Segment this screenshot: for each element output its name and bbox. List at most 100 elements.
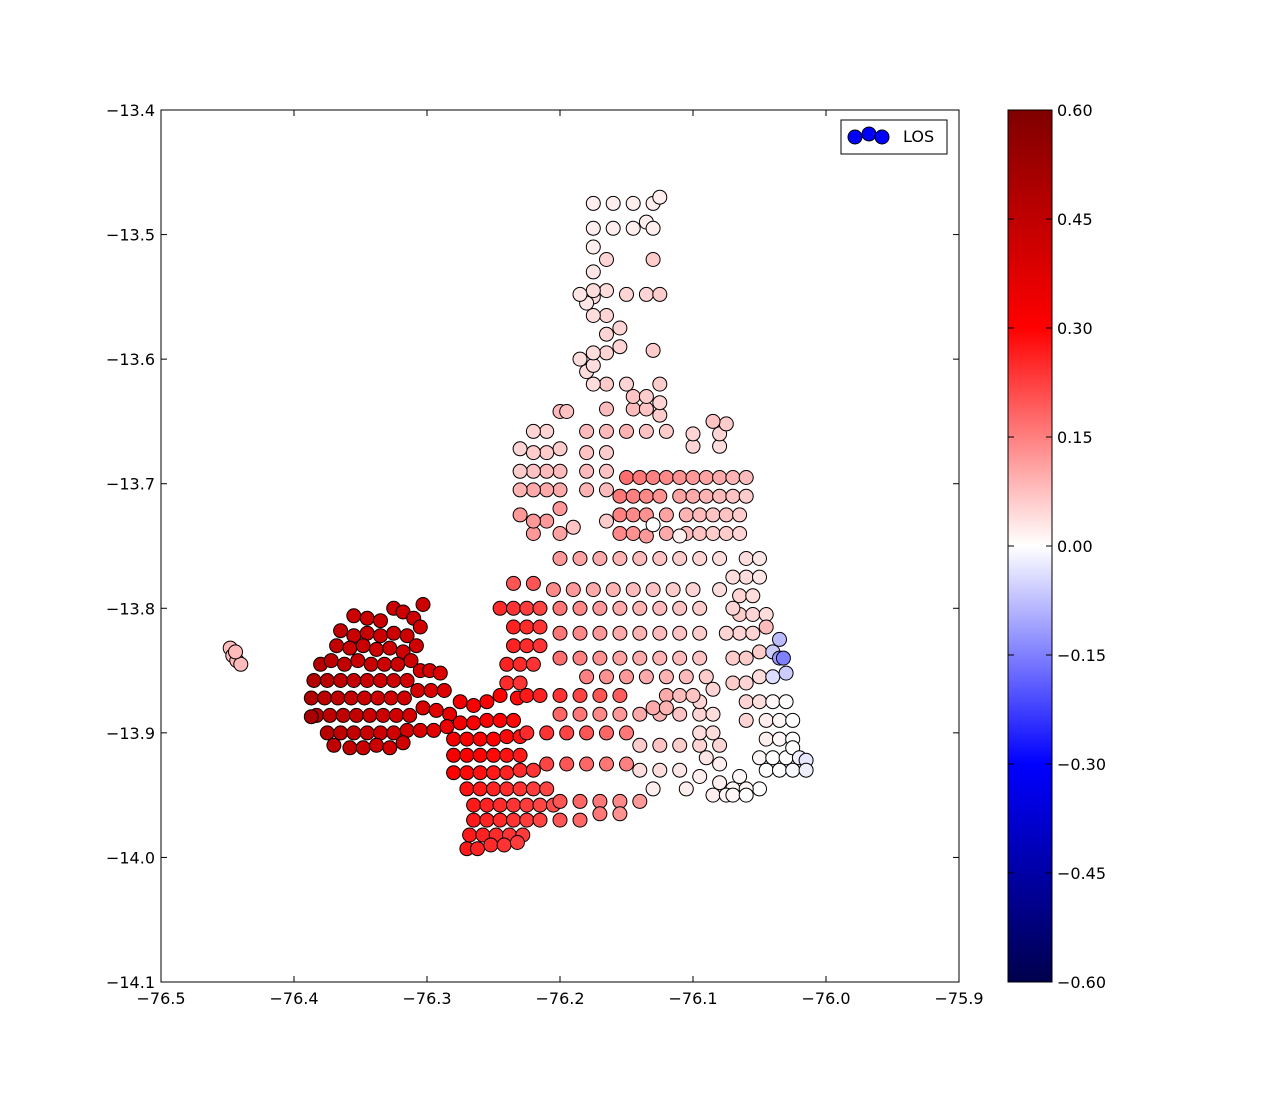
data-point [470, 841, 485, 857]
data-point [492, 600, 508, 616]
data-point [585, 376, 601, 392]
data-point [479, 797, 495, 813]
data-point [525, 423, 541, 439]
data-point [599, 463, 614, 479]
data-point [492, 797, 508, 813]
data-point [652, 762, 668, 778]
data-point [798, 762, 814, 778]
data-point [579, 482, 595, 498]
data-point [412, 722, 428, 738]
data-point [382, 740, 398, 756]
y-tick-label: −13.8 [106, 599, 155, 618]
data-point [652, 551, 668, 566]
y-tick-label: −13.4 [106, 101, 155, 120]
colorbar-tick-label: 0.15 [1057, 428, 1093, 447]
data-point [685, 688, 701, 703]
data-point [572, 812, 588, 828]
data-point [499, 729, 515, 745]
data-point [638, 401, 654, 417]
data-point [625, 401, 641, 417]
data-point [492, 812, 508, 828]
data-point [658, 470, 674, 485]
data-point [466, 698, 482, 713]
data-point [552, 551, 568, 566]
data-point [459, 731, 475, 747]
data-points [222, 189, 814, 857]
data-point [525, 656, 541, 672]
data-point [652, 650, 668, 666]
data-point [579, 423, 595, 439]
data-point [525, 781, 541, 797]
data-point [565, 582, 581, 598]
data-point [619, 286, 634, 302]
legend[interactable]: LOS [840, 119, 948, 155]
data-point [645, 470, 661, 485]
data-point [369, 737, 384, 753]
data-point [692, 507, 708, 523]
data-point [692, 725, 708, 741]
data-point [525, 445, 541, 461]
data-point [412, 619, 428, 635]
data-point [466, 797, 482, 813]
data-point [619, 423, 634, 439]
data-point [426, 722, 442, 738]
data-point [337, 656, 352, 672]
data-point [778, 665, 794, 681]
data-point [645, 781, 661, 797]
data-point [579, 725, 595, 741]
data-point [599, 376, 614, 392]
data-point [712, 582, 728, 598]
data-point [539, 463, 555, 479]
data-point [712, 737, 728, 753]
data-point [342, 740, 358, 756]
data-point [638, 669, 654, 685]
data-point [446, 731, 462, 747]
data-point [725, 488, 741, 504]
data-point [585, 345, 601, 361]
x-tick-label: −76.4 [269, 989, 318, 1008]
data-point [512, 482, 528, 498]
data-point [403, 653, 419, 669]
colorbar-tick-label: 0.60 [1057, 101, 1093, 120]
data-point [552, 706, 568, 722]
data-point [705, 526, 721, 541]
data-point [349, 707, 364, 723]
data-point [545, 582, 561, 598]
data-point [333, 623, 349, 639]
data-point [579, 669, 595, 685]
data-point [692, 706, 708, 722]
data-point [462, 827, 478, 843]
data-point [725, 600, 741, 616]
data-point [678, 781, 694, 797]
data-point [672, 625, 688, 641]
data-point [525, 575, 541, 591]
data-point [652, 395, 668, 411]
data-point [652, 737, 668, 753]
data-point [785, 762, 801, 778]
data-point [572, 688, 588, 703]
data-point [645, 252, 661, 267]
data-point [346, 725, 362, 741]
data-point [652, 376, 668, 392]
data-point [303, 709, 319, 725]
data-point [572, 706, 588, 722]
data-point [599, 252, 614, 267]
data-point [396, 690, 412, 706]
data-point [359, 625, 375, 641]
data-point [415, 700, 431, 716]
data-point [370, 690, 386, 706]
data-point [658, 423, 674, 439]
data-point [492, 688, 508, 703]
data-point [685, 426, 701, 442]
data-point [512, 747, 528, 763]
data-point [506, 619, 521, 635]
data-point [612, 551, 628, 566]
data-point [519, 797, 535, 813]
data-point [672, 600, 688, 616]
data-point [512, 463, 528, 479]
colorbar-tick-label: 0.30 [1057, 319, 1093, 338]
data-point [732, 507, 748, 523]
data-point [632, 650, 648, 666]
data-point [572, 650, 588, 666]
data-point [552, 463, 568, 479]
